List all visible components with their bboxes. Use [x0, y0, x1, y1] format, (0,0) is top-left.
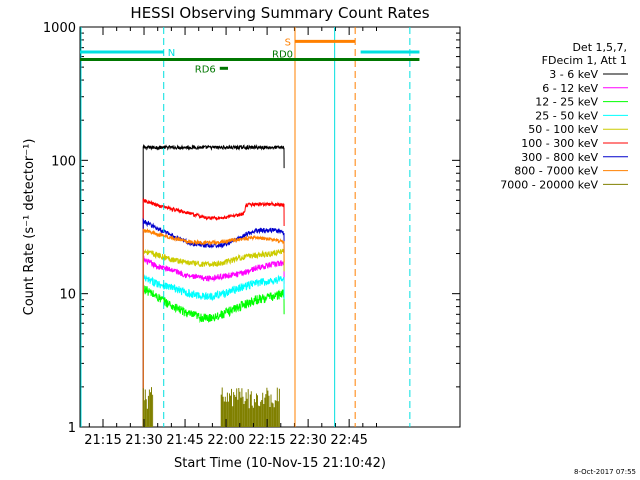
- legend-header-settings: FDecim 1, Att 1: [542, 54, 627, 67]
- legend-label: 50 - 100 keV: [528, 123, 598, 136]
- series-line: [142, 285, 285, 427]
- series-layer: [142, 143, 285, 427]
- legend-label: 800 - 7000 keV: [514, 165, 598, 178]
- flag-bars: N S RD0 RD6: [80, 37, 420, 75]
- legend-label: 100 - 300 keV: [521, 137, 598, 150]
- y-axis-label: Count Rate (s⁻¹ detector⁻¹): [22, 139, 37, 316]
- y-tick-label: 10: [59, 288, 76, 303]
- flag-label: S: [285, 37, 291, 48]
- legend-label: 3 - 6 keV: [549, 68, 598, 81]
- legend-header-detectors: Det 1,5,7,: [572, 41, 627, 54]
- y-tick-label: 100: [51, 154, 76, 169]
- legend-label: 6 - 12 keV: [542, 82, 598, 95]
- x-tick-label: 22:00: [207, 433, 244, 448]
- x-tick-label: 22:30: [289, 433, 326, 448]
- axis-ticks: 21:15 21:30 21:45 22:00 22:15 22:30 22:45 1 10 10…: [43, 21, 460, 448]
- legend-label: 300 - 800 keV: [521, 151, 598, 164]
- plot-frame: [79, 26, 461, 428]
- y-tick-label: 1: [68, 421, 76, 436]
- reference-lines: [80, 27, 411, 427]
- series-line: [142, 248, 285, 427]
- series-line: [142, 197, 285, 427]
- legend-label: 7000 - 20000 keV: [500, 178, 598, 191]
- series-line: [142, 217, 285, 427]
- series-line: [142, 228, 285, 427]
- series-line: [142, 255, 285, 427]
- y-tick-label: 1000: [43, 21, 76, 36]
- x-tick-label: 22:15: [248, 433, 285, 448]
- flag-label: RD0: [272, 50, 293, 61]
- x-tick-label: 21:30: [125, 433, 162, 448]
- legend-label: 12 - 25 keV: [535, 96, 598, 109]
- legend-label: 25 - 50 keV: [535, 109, 598, 122]
- x-tick-label: 21:15: [84, 433, 121, 448]
- x-tick-label: 21:45: [166, 433, 203, 448]
- series-line: [142, 274, 285, 427]
- timestamp: 8-Oct-2017 07:55: [574, 468, 636, 476]
- series-line: [142, 143, 285, 427]
- x-axis-label: Start Time (10-Nov-15 21:10:42): [174, 456, 386, 471]
- x-tick-label: 22:45: [330, 433, 367, 448]
- series-line: [142, 387, 280, 427]
- flag-label: RD6: [195, 64, 216, 75]
- chart-title: HESSI Observing Summary Count Rates: [130, 4, 429, 22]
- flag-label: N: [168, 48, 175, 59]
